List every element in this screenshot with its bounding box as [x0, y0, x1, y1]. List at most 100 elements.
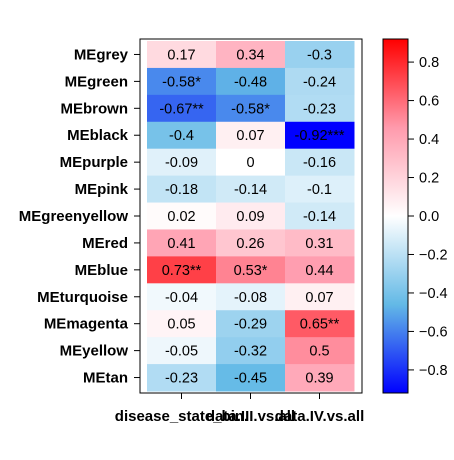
heatmap-cell [147, 41, 217, 69]
heatmap-cell [147, 283, 217, 311]
heatmap-cell [285, 310, 355, 338]
cell-value-label: -0.92*** [295, 128, 345, 144]
heatmap-cell [285, 121, 355, 150]
cell-value-label: -0.23 [165, 371, 198, 387]
colorbar-tick-label: 0.0 [419, 209, 439, 225]
heatmap-cell [285, 175, 355, 204]
heatmap-cell [216, 229, 286, 257]
cell-value-label: 0.53* [234, 263, 268, 279]
row-label: MEpurple [60, 154, 128, 171]
row-label: MEgrey [74, 46, 129, 63]
colorbar-tick-label: −0.4 [419, 286, 448, 302]
heatmap-cell [285, 337, 355, 365]
cell-value-label: -0.58* [231, 101, 270, 117]
cell-value-label: -0.14 [303, 209, 336, 225]
cell-value-label: -0.1 [307, 182, 332, 198]
cell-value-label: 0.65** [300, 317, 340, 333]
colorbar-tick-label: 0.6 [419, 94, 439, 110]
cell-value-label: -0.4 [169, 128, 194, 144]
cell-value-label: 0.02 [167, 209, 195, 225]
heatmap-cell [216, 121, 286, 150]
cell-value-label: -0.04 [165, 290, 198, 306]
cell-value-label: 0 [246, 155, 254, 171]
colorbar-tick-label: 0.8 [419, 55, 439, 71]
heatmap-cell [147, 202, 217, 230]
heatmap-cell [216, 175, 286, 204]
cell-value-label: -0.45 [234, 371, 267, 387]
cell-value-label: -0.67** [159, 101, 204, 117]
heatmap-cell [216, 94, 286, 123]
row-label: MEgreenyellow [19, 208, 129, 225]
row-label: MEyellow [60, 343, 129, 360]
heatmap-cell [147, 121, 217, 150]
heatmap-cell [216, 148, 286, 177]
cell-value-label: -0.29 [234, 317, 267, 333]
colorbar-ticks: 0.8 0.6 0.4 0.2 0.0 −0.2 −0.4 −0.6 −0.8 [408, 55, 448, 379]
heatmap-cell [147, 94, 217, 123]
colorbar-tick-label: 0.4 [419, 132, 439, 148]
column-label: data.III.vs.all [206, 408, 295, 425]
heatmap-cell [285, 202, 355, 230]
cell-value-label: 0.26 [236, 236, 264, 252]
row-label: MEblack [67, 127, 129, 144]
cell-value-label: -0.14 [234, 182, 267, 198]
heatmap-cell [285, 283, 355, 311]
cell-value-label: 0.41 [167, 236, 195, 252]
cell-value-label: -0.32 [234, 344, 267, 360]
heatmap-cell [285, 148, 355, 177]
heatmap-cell [147, 364, 217, 392]
cell-value-label: 0.39 [305, 371, 333, 387]
heatmap-cell [285, 256, 355, 284]
row-label: MEred [82, 235, 128, 252]
heatmap-cell [216, 364, 286, 392]
heatmap-cells [147, 41, 355, 392]
heatmap-cell [285, 67, 355, 96]
x-axis-ticks [181, 393, 320, 399]
column-label: disease_state_bin. [115, 408, 248, 425]
colorbar [382, 38, 409, 394]
cell-value-label: 0.73** [162, 263, 202, 279]
colorbar-tick-label: −0.6 [419, 324, 448, 340]
heatmap-cell-labels: 0.17 0.34 -0.3 -0.58* -0.48 -0.24 -0.67** -0.58… [159, 47, 345, 386]
heatmap-cell [147, 148, 217, 177]
cell-value-label: 0.44 [305, 263, 333, 279]
cell-value-label: 0.5 [309, 344, 329, 360]
colorbar-tick-label: −0.2 [419, 247, 448, 263]
cell-value-label: -0.16 [303, 155, 336, 171]
cell-value-label: 0.07 [305, 290, 333, 306]
heatmap-cell [147, 229, 217, 257]
row-label: MEbrown [61, 100, 129, 117]
cell-value-label: -0.3 [307, 47, 332, 63]
cell-value-label: 0.07 [236, 128, 264, 144]
heatmap-cell [147, 310, 217, 338]
cell-value-label: 0.34 [236, 47, 264, 63]
cell-value-label: -0.48 [234, 74, 267, 90]
heatmap-cell [216, 310, 286, 338]
heatmap-cell [216, 283, 286, 311]
cell-value-label: 0.17 [167, 47, 195, 63]
heatmap-cell [285, 229, 355, 257]
row-label: MEturquoise [37, 289, 128, 306]
heatmap-cell [147, 175, 217, 204]
cell-value-label: -0.24 [303, 74, 336, 90]
heatmap-cell [147, 337, 217, 365]
row-label: MEmagenta [44, 316, 129, 333]
cell-value-label: -0.23 [303, 101, 336, 117]
colorbar-tick-label: 0.2 [419, 171, 439, 187]
row-label: MEblue [75, 262, 128, 279]
row-label: MEtan [83, 370, 128, 387]
row-label: MEgreen [65, 73, 128, 90]
cell-value-label: -0.18 [165, 182, 198, 198]
column-label: data.IV.vs.all [275, 408, 365, 425]
heatmap-cell [147, 256, 217, 284]
heatmap-cell [216, 337, 286, 365]
row-label: MEpink [75, 181, 129, 198]
cell-value-label: 0.09 [236, 209, 264, 225]
colorbar-tick-label: −0.8 [419, 363, 448, 379]
cell-value-label: 0.05 [167, 317, 195, 333]
heatmap-cell [216, 202, 286, 230]
cell-value-label: -0.58* [162, 74, 201, 90]
cell-value-label: -0.08 [234, 290, 267, 306]
heatmap-cell [147, 67, 217, 96]
